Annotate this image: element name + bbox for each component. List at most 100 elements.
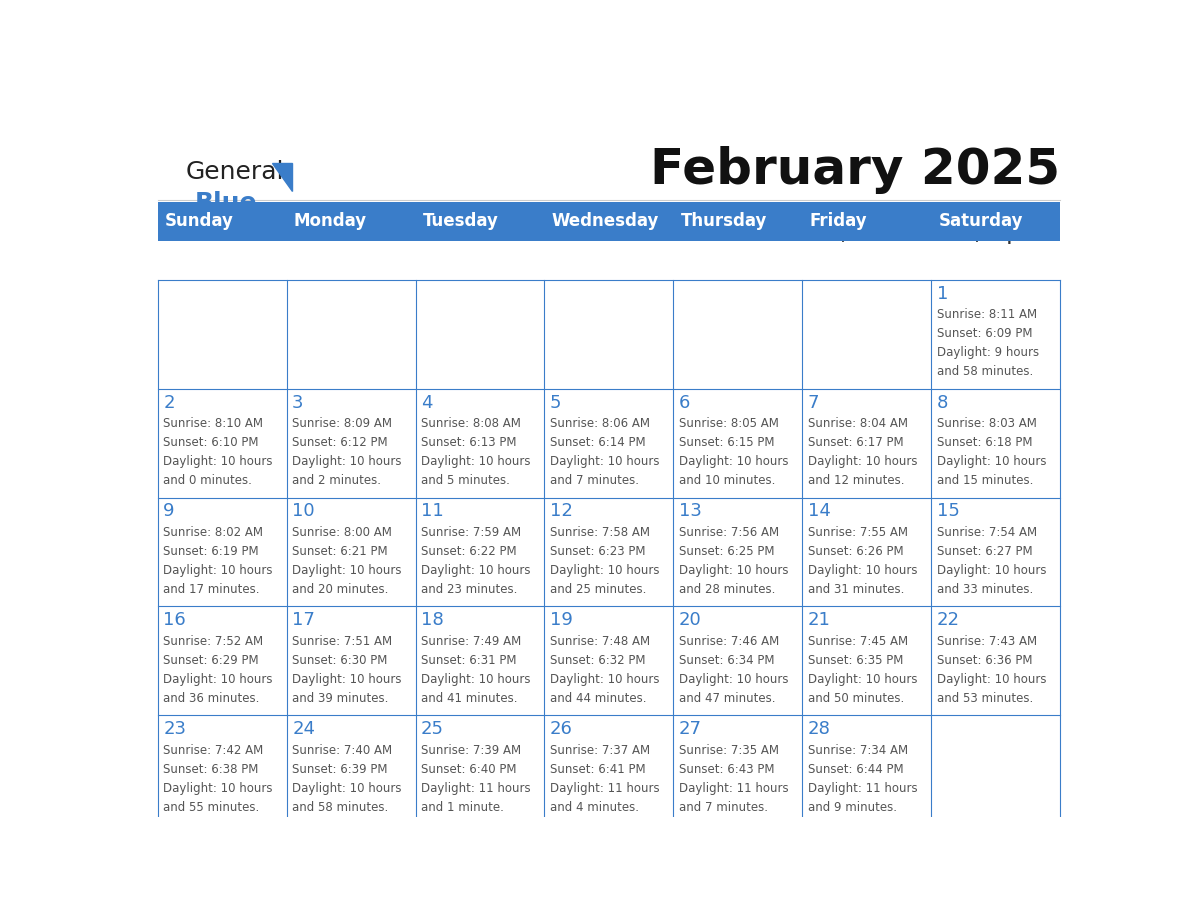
Text: 17: 17 xyxy=(292,611,315,630)
Text: and 55 minutes.: and 55 minutes. xyxy=(163,800,259,813)
Text: Sunrise: 7:42 AM: Sunrise: 7:42 AM xyxy=(163,744,264,756)
Text: Sunrise: 7:40 AM: Sunrise: 7:40 AM xyxy=(292,744,392,756)
Text: Sunrise: 7:59 AM: Sunrise: 7:59 AM xyxy=(421,526,522,539)
Text: Sunset: 6:17 PM: Sunset: 6:17 PM xyxy=(808,436,903,449)
Text: and 58 minutes.: and 58 minutes. xyxy=(936,365,1032,378)
Text: Sunset: 6:39 PM: Sunset: 6:39 PM xyxy=(292,763,387,776)
Text: and 1 minute.: and 1 minute. xyxy=(421,800,504,813)
Text: Saturday: Saturday xyxy=(939,212,1023,230)
Text: and 2 minutes.: and 2 minutes. xyxy=(292,475,381,487)
Text: 16: 16 xyxy=(163,611,187,630)
Text: and 47 minutes.: and 47 minutes. xyxy=(678,692,776,705)
Text: Daylight: 10 hours: Daylight: 10 hours xyxy=(163,673,273,686)
Text: Sunset: 6:30 PM: Sunset: 6:30 PM xyxy=(292,654,387,666)
Text: Sunrise: 8:05 AM: Sunrise: 8:05 AM xyxy=(678,417,778,430)
Text: Daylight: 10 hours: Daylight: 10 hours xyxy=(550,564,659,577)
Text: Friday: Friday xyxy=(809,212,867,230)
Text: and 36 minutes.: and 36 minutes. xyxy=(163,692,260,705)
Text: Sunrise: 7:45 AM: Sunrise: 7:45 AM xyxy=(808,634,908,648)
Text: 9: 9 xyxy=(163,502,175,521)
Text: Sunset: 6:26 PM: Sunset: 6:26 PM xyxy=(808,545,903,558)
Text: Sunset: 6:12 PM: Sunset: 6:12 PM xyxy=(292,436,387,449)
Text: Sunset: 6:41 PM: Sunset: 6:41 PM xyxy=(550,763,645,776)
Text: 13: 13 xyxy=(678,502,702,521)
Text: Sunset: 6:35 PM: Sunset: 6:35 PM xyxy=(808,654,903,666)
Text: Daylight: 11 hours: Daylight: 11 hours xyxy=(808,781,917,795)
Text: 24: 24 xyxy=(292,721,315,738)
Text: Sunset: 6:32 PM: Sunset: 6:32 PM xyxy=(550,654,645,666)
Text: Blue: Blue xyxy=(195,192,257,216)
Text: 25: 25 xyxy=(421,721,444,738)
Text: Sunrise: 7:48 AM: Sunrise: 7:48 AM xyxy=(550,634,650,648)
Text: Sunrise: 7:49 AM: Sunrise: 7:49 AM xyxy=(421,634,522,648)
Text: and 39 minutes.: and 39 minutes. xyxy=(292,692,388,705)
Text: Sunrise: 7:55 AM: Sunrise: 7:55 AM xyxy=(808,526,908,539)
Text: Wednesday: Wednesday xyxy=(551,212,659,230)
Text: Sunrise: 8:04 AM: Sunrise: 8:04 AM xyxy=(808,417,908,430)
Text: Sunrise: 7:56 AM: Sunrise: 7:56 AM xyxy=(678,526,779,539)
Text: Daylight: 10 hours: Daylight: 10 hours xyxy=(163,455,273,468)
Text: 8: 8 xyxy=(936,394,948,411)
Text: and 7 minutes.: and 7 minutes. xyxy=(678,800,767,813)
Text: Daylight: 10 hours: Daylight: 10 hours xyxy=(550,455,659,468)
Text: Sunrise: 7:58 AM: Sunrise: 7:58 AM xyxy=(550,526,650,539)
Text: Sunset: 6:31 PM: Sunset: 6:31 PM xyxy=(421,654,517,666)
Text: Sunset: 6:25 PM: Sunset: 6:25 PM xyxy=(678,545,775,558)
Text: Daylight: 10 hours: Daylight: 10 hours xyxy=(163,781,273,795)
Text: 23: 23 xyxy=(163,721,187,738)
Text: and 50 minutes.: and 50 minutes. xyxy=(808,692,904,705)
Text: Sunrise: 7:39 AM: Sunrise: 7:39 AM xyxy=(421,744,522,756)
Text: 20: 20 xyxy=(678,611,702,630)
Text: Sunset: 6:19 PM: Sunset: 6:19 PM xyxy=(163,545,259,558)
Bar xyxy=(158,202,1060,241)
Text: and 33 minutes.: and 33 minutes. xyxy=(936,583,1032,596)
Text: Sunset: 6:43 PM: Sunset: 6:43 PM xyxy=(678,763,775,776)
Text: and 20 minutes.: and 20 minutes. xyxy=(292,583,388,596)
Text: 19: 19 xyxy=(550,611,573,630)
Text: Sunset: 6:27 PM: Sunset: 6:27 PM xyxy=(936,545,1032,558)
Text: Sunrise: 7:54 AM: Sunrise: 7:54 AM xyxy=(936,526,1037,539)
Text: Daylight: 10 hours: Daylight: 10 hours xyxy=(808,455,917,468)
Text: Daylight: 10 hours: Daylight: 10 hours xyxy=(808,673,917,686)
Text: General: General xyxy=(185,160,284,184)
Text: 22: 22 xyxy=(936,611,960,630)
Text: and 0 minutes.: and 0 minutes. xyxy=(163,475,252,487)
Text: Daylight: 10 hours: Daylight: 10 hours xyxy=(936,564,1047,577)
Text: Daylight: 10 hours: Daylight: 10 hours xyxy=(678,673,789,686)
Text: 15: 15 xyxy=(936,502,960,521)
Text: 1: 1 xyxy=(936,285,948,303)
Text: and 5 minutes.: and 5 minutes. xyxy=(421,475,510,487)
Text: 11: 11 xyxy=(421,502,444,521)
Text: Daylight: 9 hours: Daylight: 9 hours xyxy=(936,346,1038,359)
Text: and 25 minutes.: and 25 minutes. xyxy=(550,583,646,596)
Text: Sunrise: 8:08 AM: Sunrise: 8:08 AM xyxy=(421,417,520,430)
Text: and 31 minutes.: and 31 minutes. xyxy=(808,583,904,596)
Text: February 2025: February 2025 xyxy=(650,145,1060,194)
Text: Sunrise: 7:35 AM: Sunrise: 7:35 AM xyxy=(678,744,779,756)
Text: and 17 minutes.: and 17 minutes. xyxy=(163,583,260,596)
Text: Daylight: 10 hours: Daylight: 10 hours xyxy=(292,455,402,468)
Text: Sunrise: 8:00 AM: Sunrise: 8:00 AM xyxy=(292,526,392,539)
Text: Sunrise: 8:03 AM: Sunrise: 8:03 AM xyxy=(936,417,1036,430)
Text: Thursday: Thursday xyxy=(681,212,767,230)
Text: Sunset: 6:09 PM: Sunset: 6:09 PM xyxy=(936,327,1032,341)
Text: Daylight: 10 hours: Daylight: 10 hours xyxy=(421,564,531,577)
Text: Daylight: 10 hours: Daylight: 10 hours xyxy=(808,564,917,577)
Text: 21: 21 xyxy=(808,611,830,630)
Text: Tuesday: Tuesday xyxy=(423,212,499,230)
Text: Sunrise: 7:51 AM: Sunrise: 7:51 AM xyxy=(292,634,392,648)
Text: Sunrise: 7:37 AM: Sunrise: 7:37 AM xyxy=(550,744,650,756)
Text: and 44 minutes.: and 44 minutes. xyxy=(550,692,646,705)
Text: Daylight: 10 hours: Daylight: 10 hours xyxy=(163,564,273,577)
Text: Daylight: 10 hours: Daylight: 10 hours xyxy=(421,673,531,686)
Text: Sunrise: 7:46 AM: Sunrise: 7:46 AM xyxy=(678,634,779,648)
Text: Sunrise: 8:06 AM: Sunrise: 8:06 AM xyxy=(550,417,650,430)
Text: and 41 minutes.: and 41 minutes. xyxy=(421,692,518,705)
Text: and 7 minutes.: and 7 minutes. xyxy=(550,475,639,487)
Text: Sunset: 6:21 PM: Sunset: 6:21 PM xyxy=(292,545,387,558)
Text: and 12 minutes.: and 12 minutes. xyxy=(808,475,904,487)
Text: 18: 18 xyxy=(421,611,444,630)
Text: Daylight: 11 hours: Daylight: 11 hours xyxy=(421,781,531,795)
Text: 5: 5 xyxy=(550,394,562,411)
Text: Sunrise: 7:43 AM: Sunrise: 7:43 AM xyxy=(936,634,1037,648)
